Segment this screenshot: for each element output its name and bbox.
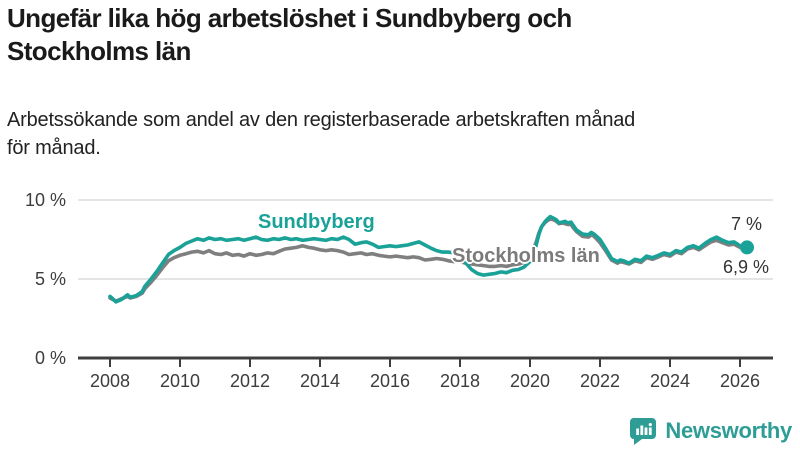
x-tick-label: 2022 xyxy=(580,371,620,391)
x-tick-label: 2024 xyxy=(650,371,690,391)
x-tick-label: 2016 xyxy=(370,371,410,391)
x-tick-label: 2026 xyxy=(720,371,760,391)
chart-subtitle-line-2: för månad. xyxy=(7,137,101,159)
y-tick-label: 5 % xyxy=(35,269,66,289)
logo-bar-1 xyxy=(636,428,640,435)
y-tick-label: 10 % xyxy=(25,190,66,210)
series-label-sundbyberg: Sundbyberg xyxy=(258,211,375,233)
end-value-stockholms-lan: 6,9 % xyxy=(723,257,770,277)
newsworthy-branding: Newsworthy xyxy=(629,417,792,445)
page-title: Ungefär lika hög arbetslöshet i Sundbybe… xyxy=(7,2,793,68)
chart-subtitle-line-1: Arbetssökande som andel av den registerb… xyxy=(7,109,636,131)
chart-subtitle: Arbetssökande som andel av den registerb… xyxy=(7,106,793,162)
logo-exclamation-dot xyxy=(649,423,653,427)
page-title-line-2: Stockholms län xyxy=(7,36,191,67)
logo-bar-3 xyxy=(645,427,648,435)
end-value-sundbyberg: 7 % xyxy=(731,214,763,234)
newsworthy-wordmark: Newsworthy xyxy=(665,418,792,443)
page-title-line-1: Ungefär lika hög arbetslöshet i Sundbybe… xyxy=(7,3,572,33)
x-tick-label: 2020 xyxy=(510,371,550,391)
series-label-stockholms-lan: Stockholms län xyxy=(452,245,600,267)
logo-exclamation-bar xyxy=(649,427,653,435)
y-tick-label: 0 % xyxy=(35,348,66,368)
x-tick-label: 2012 xyxy=(230,371,270,391)
series-end-dot-sundbyberg xyxy=(740,240,754,255)
series-line-stockholms-lan xyxy=(108,217,749,303)
x-tick-label: 2018 xyxy=(440,371,480,391)
x-tick-label: 2008 xyxy=(90,371,130,391)
series-line-sundbyberg xyxy=(108,214,749,304)
logo-bar-2 xyxy=(640,425,644,435)
x-tick-label: 2010 xyxy=(160,371,200,391)
x-tick-label: 2014 xyxy=(300,371,340,391)
newsworthy-logo-icon xyxy=(630,417,657,445)
